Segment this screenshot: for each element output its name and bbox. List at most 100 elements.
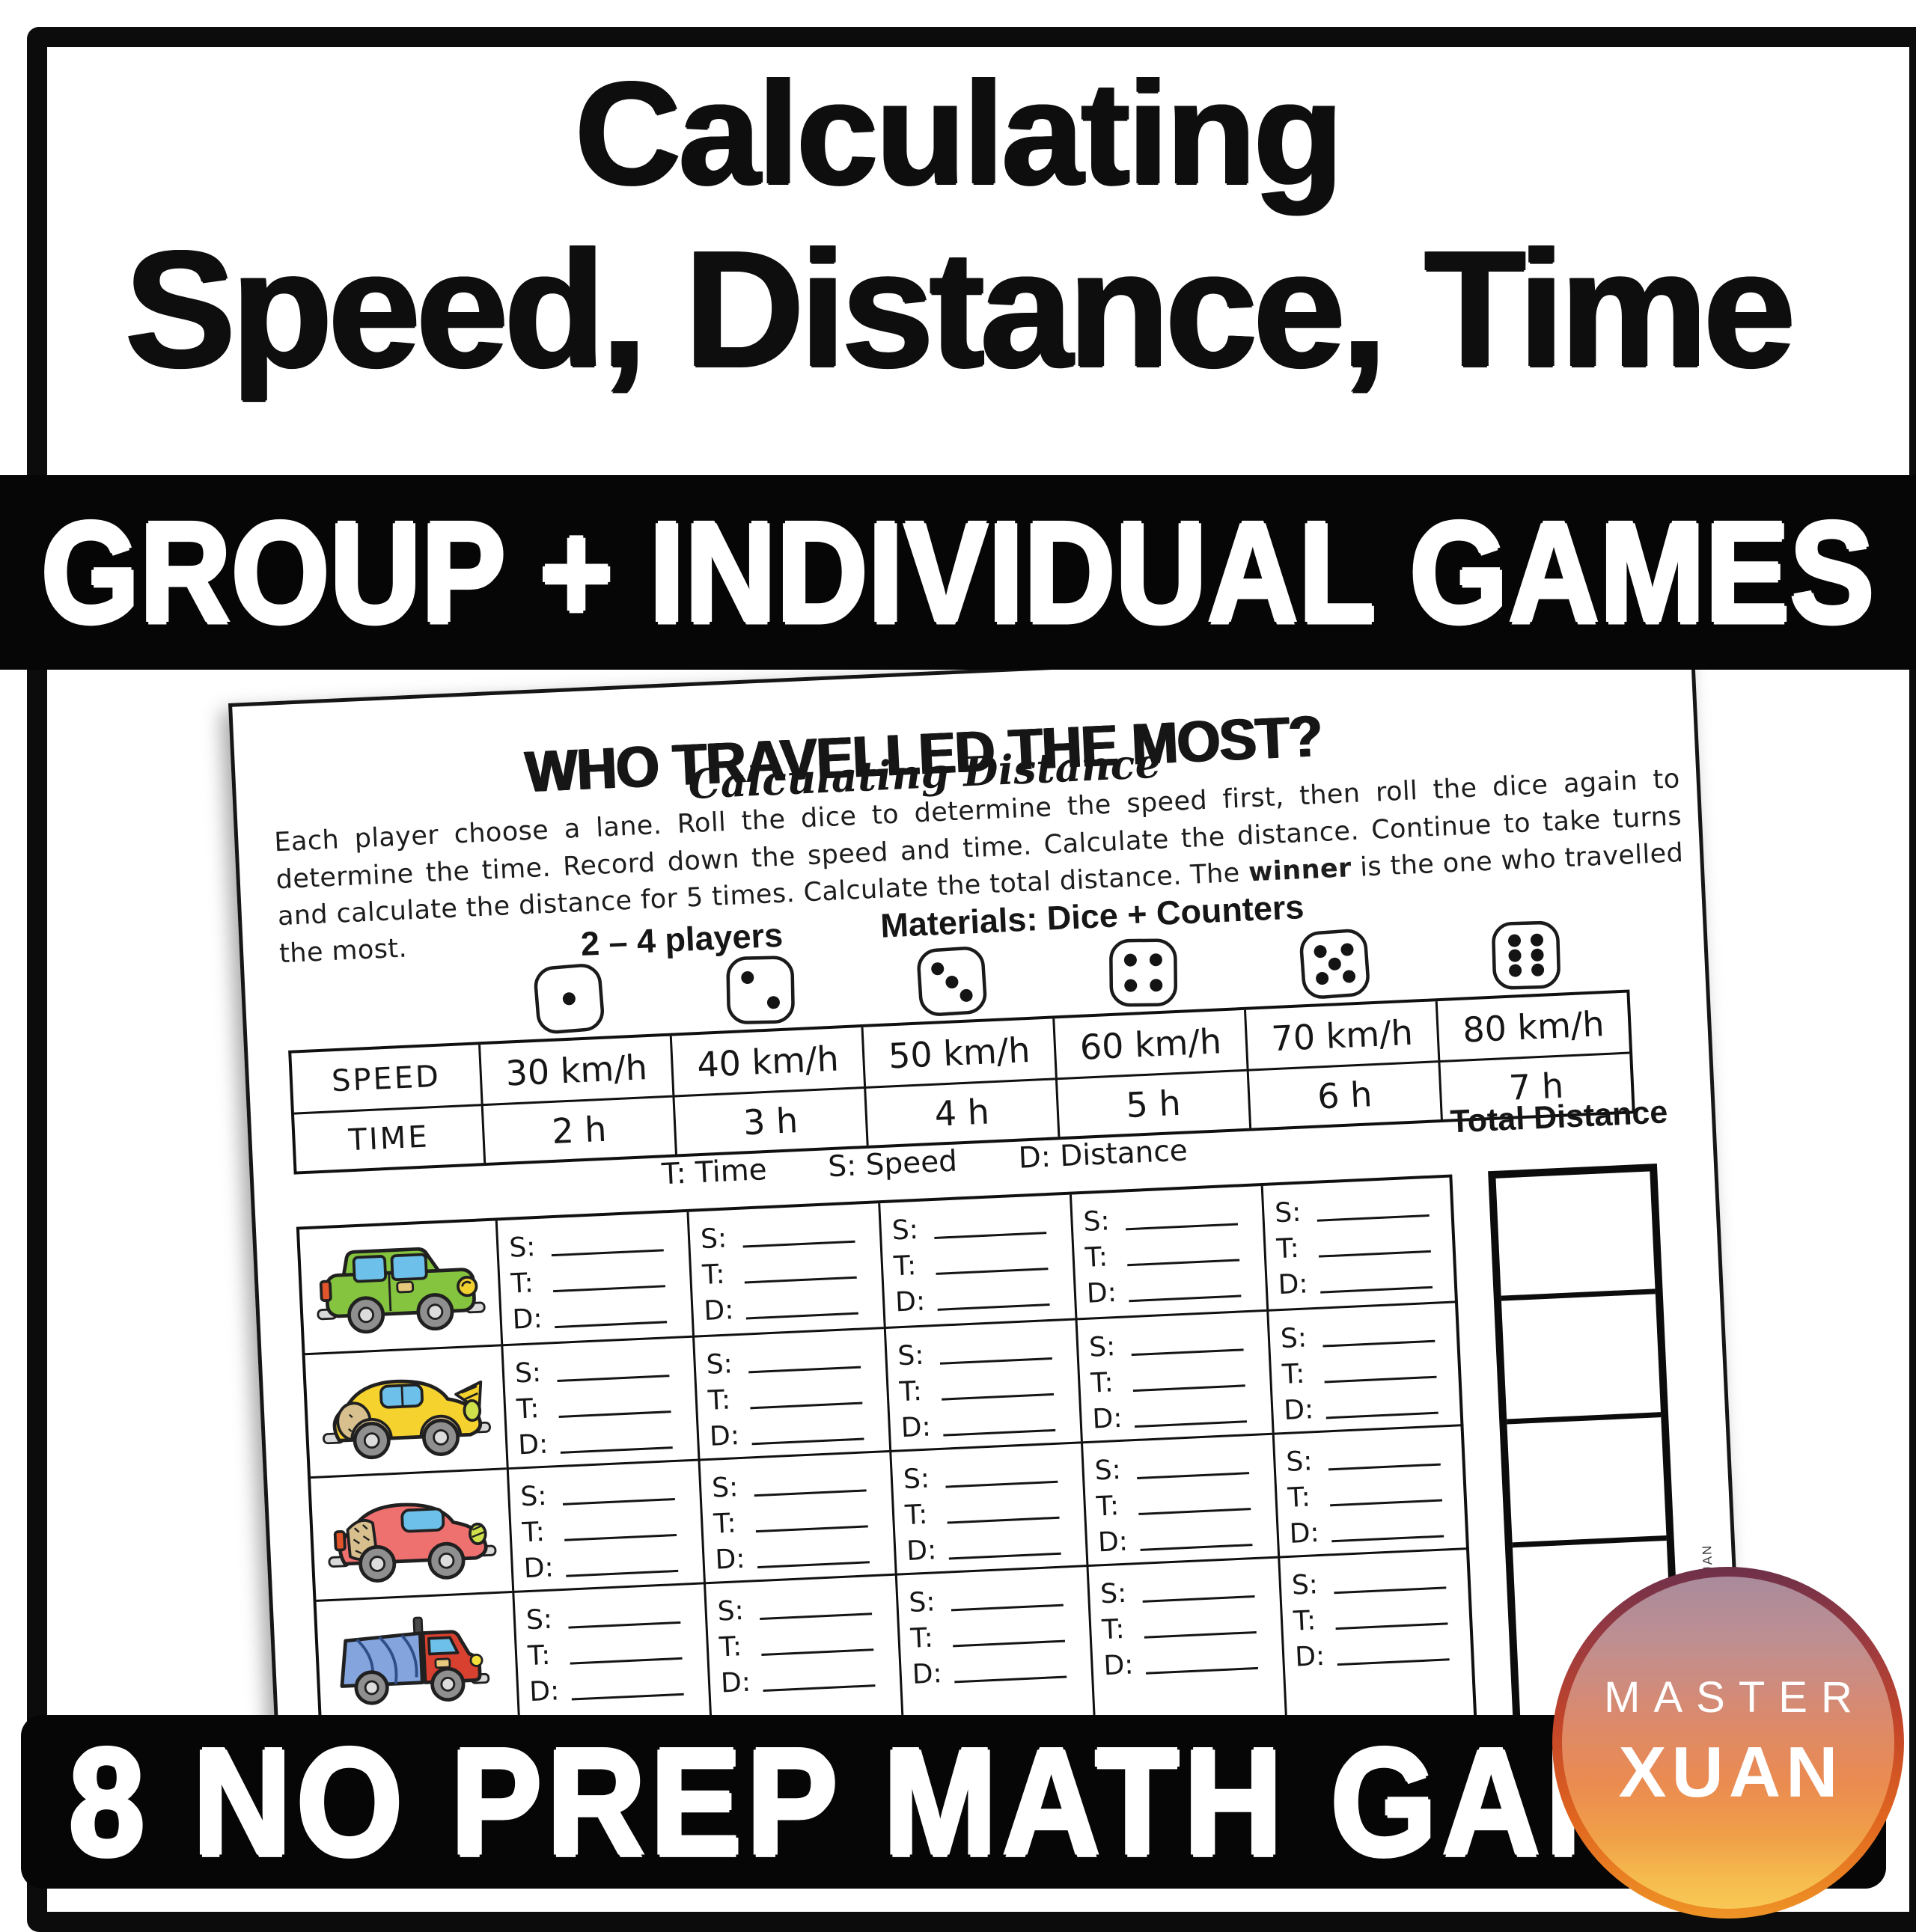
blank-line xyxy=(754,1489,867,1497)
record-field-label: T: xyxy=(893,1250,918,1283)
speed-value-cell: 50 km/h xyxy=(861,1018,1055,1087)
speed-value-cell: 30 km/h xyxy=(478,1036,673,1104)
blank-line xyxy=(943,1428,1056,1437)
blank-line xyxy=(1137,1472,1250,1479)
blank-line xyxy=(934,1232,1047,1239)
blank-line xyxy=(761,1648,874,1656)
blank-line xyxy=(947,1516,1060,1524)
logo-line2: XUAN xyxy=(1618,1731,1843,1812)
time-value-cell: 4 h xyxy=(864,1077,1058,1146)
blank-line xyxy=(760,1612,873,1621)
record-field-label: D: xyxy=(900,1411,932,1444)
record-field-label: S: xyxy=(903,1463,930,1496)
blank-line xyxy=(742,1240,855,1248)
blank-line xyxy=(744,1276,857,1284)
blank-line xyxy=(945,1480,1058,1488)
record-field-label: D: xyxy=(1277,1268,1309,1301)
record-field-label: D: xyxy=(1086,1277,1117,1309)
record-field-label: D: xyxy=(1294,1640,1326,1673)
record-cell: S: T: D: xyxy=(692,1327,890,1459)
blank-line xyxy=(1135,1420,1248,1428)
blank-line xyxy=(939,1357,1052,1365)
record-field-label: T: xyxy=(898,1375,923,1408)
blank-line xyxy=(1337,1658,1450,1666)
blank-line xyxy=(1318,1250,1431,1258)
vehicle-cell-yellow-car xyxy=(305,1344,507,1477)
blank-line xyxy=(1334,1586,1447,1595)
record-field-label: D: xyxy=(720,1666,751,1699)
blank-line xyxy=(1126,1223,1239,1231)
speed-value-cell: 60 km/h xyxy=(1052,1009,1247,1078)
blank-line xyxy=(571,1693,684,1701)
record-field-label: S: xyxy=(1088,1331,1117,1363)
blank-line xyxy=(1127,1259,1240,1267)
record-field-label: S: xyxy=(1291,1569,1319,1601)
record-cell: S: T: D: xyxy=(495,1211,692,1345)
speed-value-cell: 70 km/h xyxy=(1243,1001,1438,1069)
blank-line xyxy=(745,1312,858,1320)
blank-line xyxy=(1131,1348,1244,1357)
record-field-label: T: xyxy=(718,1631,742,1663)
blank-line xyxy=(1330,1499,1443,1507)
record-cell: S: T: D: xyxy=(506,1458,704,1592)
blank-line xyxy=(748,1366,861,1374)
record-field-label: D: xyxy=(894,1286,926,1318)
legend-item: D: Distance xyxy=(1017,1134,1189,1176)
dump-truck-icon xyxy=(340,1616,490,1705)
record-field-label: S: xyxy=(508,1232,537,1264)
record-field-label: T: xyxy=(1101,1613,1126,1646)
record-cell: S: T: D: xyxy=(1080,1432,1278,1565)
blank-line xyxy=(1317,1214,1430,1222)
die-5-icon xyxy=(1296,926,1373,1003)
blank-line xyxy=(1144,1630,1257,1639)
record-field-label: T: xyxy=(1275,1232,1300,1265)
blank-line xyxy=(948,1552,1061,1560)
record-field-label: T: xyxy=(1090,1367,1114,1399)
record-field-label: D: xyxy=(522,1552,555,1585)
record-cell: S: T: D: xyxy=(501,1335,698,1468)
die-6-icon xyxy=(1489,918,1563,992)
blank-line xyxy=(1145,1666,1258,1675)
legend-item: T: Time xyxy=(661,1153,768,1192)
record-field-label: S: xyxy=(700,1223,728,1256)
blank-line xyxy=(557,1375,670,1382)
record-field-label: T: xyxy=(516,1393,540,1425)
record-field-label: T: xyxy=(1287,1482,1311,1514)
blank-line xyxy=(553,1285,665,1293)
record-field-label: T: xyxy=(713,1508,737,1540)
time-value-cell: 5 h xyxy=(1055,1069,1250,1137)
record-cell: S: T: D: xyxy=(883,1318,1081,1450)
record-field-label: T: xyxy=(1084,1241,1108,1274)
blank-line xyxy=(1132,1384,1245,1393)
record-field-label: T: xyxy=(1095,1491,1120,1523)
record-field-label: S: xyxy=(1099,1577,1128,1610)
speed-value-cell: 80 km/h xyxy=(1435,992,1630,1061)
time-value-cell: 2 h xyxy=(480,1095,675,1164)
record-cell: S: T: D: xyxy=(1266,1300,1464,1433)
red-car-icon xyxy=(328,1503,497,1583)
record-field-label: T: xyxy=(707,1384,732,1416)
record-field-label: T: xyxy=(527,1639,552,1672)
die-4-icon xyxy=(1107,936,1180,1009)
blank-line xyxy=(1335,1622,1448,1630)
record-field-label: S: xyxy=(711,1472,739,1504)
record-field-label: S: xyxy=(716,1595,745,1627)
record-field-label: S: xyxy=(1093,1454,1122,1487)
total-distance-divider xyxy=(1512,1535,1667,1548)
blank-line xyxy=(1331,1535,1444,1543)
dice-row xyxy=(232,641,1690,1034)
record-field-label: S: xyxy=(1082,1205,1111,1238)
record-field-label: S: xyxy=(525,1604,553,1636)
worksheet-preview: WHO TRAVELLED THE MOST? Calculating Dist… xyxy=(228,637,1744,1798)
blank-line xyxy=(750,1401,863,1410)
blank-line xyxy=(755,1525,868,1533)
blank-line xyxy=(1129,1294,1242,1303)
top-banner: GROUP + INDIVIDUAL GAMES xyxy=(0,475,1916,670)
blank-line xyxy=(558,1410,671,1418)
record-field-label: D: xyxy=(906,1535,938,1568)
speed-value-cell: 40 km/h xyxy=(669,1027,864,1095)
time-value-cell: 3 h xyxy=(672,1086,867,1155)
blank-line xyxy=(568,1621,681,1629)
total-distance-divider xyxy=(1501,1288,1656,1301)
